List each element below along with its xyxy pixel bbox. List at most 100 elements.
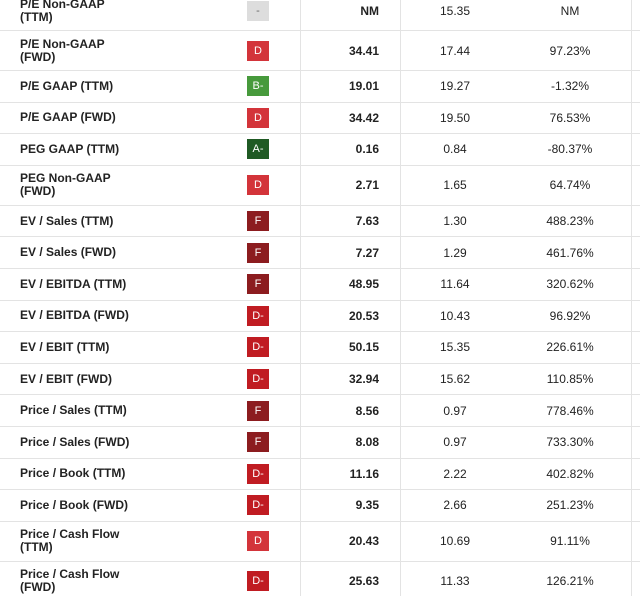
metric-name: Price / Cash Flow (TTM) bbox=[20, 527, 120, 555]
table-row: Price / Book (TTM) D- 11.16 2.22 402.82% bbox=[0, 459, 640, 491]
sector-median: 15.62 bbox=[439, 372, 471, 387]
grade-cell: D bbox=[247, 103, 269, 134]
grade-badge: F bbox=[247, 242, 269, 263]
grade-badge: D- bbox=[247, 369, 269, 390]
grade-badge: D- bbox=[247, 305, 269, 326]
sector-median: 19.50 bbox=[439, 110, 471, 125]
percent-difference: 251.23% bbox=[546, 498, 594, 513]
grade-cell: F bbox=[247, 269, 269, 300]
percent-difference: 91.11% bbox=[550, 534, 590, 549]
grade-badge: D- bbox=[247, 463, 269, 484]
grade-badge: D bbox=[247, 107, 269, 128]
percent-difference: -80.37% bbox=[547, 142, 593, 157]
metric-value: NM bbox=[360, 3, 379, 18]
percent-difference: 64.74% bbox=[549, 178, 591, 193]
metric-value: 34.41 bbox=[348, 43, 379, 58]
grade-cell: F bbox=[247, 237, 269, 268]
grade-badge: F bbox=[247, 432, 269, 453]
table-row: Price / Sales (FWD) F 8.08 0.97 733.30% bbox=[0, 427, 640, 459]
grade-cell: F bbox=[247, 427, 269, 458]
percent-difference: 76.53% bbox=[549, 110, 591, 125]
column-divider bbox=[300, 0, 301, 596]
grade-badge: D bbox=[247, 531, 269, 552]
grade-badge: D- bbox=[247, 571, 269, 592]
metric-value: 50.15 bbox=[348, 340, 379, 355]
metric-value: 2.71 bbox=[355, 178, 379, 193]
grade-badge: D bbox=[247, 175, 269, 196]
sector-median: 0.84 bbox=[443, 142, 467, 157]
percent-difference: 733.30% bbox=[546, 435, 594, 450]
sector-median: 11.33 bbox=[440, 574, 470, 589]
metric-value: 9.35 bbox=[355, 498, 379, 513]
percent-difference: 96.92% bbox=[549, 308, 591, 323]
metric-name: EV / EBITDA (TTM) bbox=[20, 276, 127, 291]
grade-cell: D- bbox=[247, 332, 269, 363]
metric-name: P/E Non-GAAP (FWD) bbox=[20, 36, 105, 64]
sector-median: 0.97 bbox=[443, 403, 467, 418]
grade-cell: F bbox=[247, 395, 269, 426]
metric-name: PEG Non-GAAP (FWD) bbox=[20, 171, 111, 199]
metric-value: 20.53 bbox=[348, 308, 379, 323]
metric-value: 32.94 bbox=[348, 372, 379, 387]
grade-cell: A- bbox=[247, 134, 269, 165]
metric-value: 8.08 bbox=[355, 435, 379, 450]
metric-value: 7.27 bbox=[355, 245, 379, 260]
metric-name: P/E Non-GAAP (TTM) bbox=[20, 0, 105, 24]
metric-name: P/E GAAP (TTM) bbox=[20, 78, 114, 93]
grade-badge: D- bbox=[247, 495, 269, 516]
metric-name: Price / Book (FWD) bbox=[20, 497, 129, 512]
sector-median: 0.97 bbox=[443, 435, 467, 450]
table-row: Price / Cash Flow (FWD) D- 25.63 11.33 126.2… bbox=[0, 562, 640, 596]
metric-name: EV / EBIT (TTM) bbox=[20, 339, 110, 354]
sector-median: 1.30 bbox=[443, 214, 467, 229]
table-row: EV / Sales (FWD) F 7.27 1.29 461.76% bbox=[0, 237, 640, 269]
metric-value: 25.63 bbox=[348, 574, 379, 589]
percent-difference: 97.23% bbox=[549, 43, 591, 58]
grade-badge: F bbox=[247, 400, 269, 421]
table-row: EV / EBITDA (FWD) D- 20.53 10.43 96.92% bbox=[0, 301, 640, 333]
table-row: Price / Cash Flow (TTM) D 20.43 10.69 91.11% bbox=[0, 522, 640, 562]
percent-difference: 320.62% bbox=[546, 277, 594, 292]
table-row: P/E GAAP (TTM) B- 19.01 19.27 -1.32% bbox=[0, 71, 640, 103]
table-row: P/E GAAP (FWD) D 34.42 19.50 76.53% bbox=[0, 103, 640, 135]
sector-median: 17.44 bbox=[439, 43, 471, 58]
metric-name: EV / EBITDA (FWD) bbox=[20, 308, 129, 323]
percent-difference: 126.21% bbox=[546, 574, 594, 589]
grade-cell: D bbox=[247, 31, 269, 70]
grade-cell: - bbox=[247, 0, 269, 30]
table-row: P/E Non-GAAP (TTM) - NM 15.35 NM bbox=[0, 0, 640, 31]
percent-difference: -1.32% bbox=[550, 79, 590, 94]
sector-median: 19.27 bbox=[439, 79, 471, 94]
percent-difference: 488.23% bbox=[546, 214, 594, 229]
metric-value: 11.16 bbox=[349, 466, 379, 481]
metric-value: 20.43 bbox=[348, 534, 379, 549]
grade-cell: D- bbox=[247, 490, 269, 521]
metric-name: PEG GAAP (TTM) bbox=[20, 141, 120, 156]
grade-badge: D bbox=[247, 40, 269, 61]
grade-badge: A- bbox=[247, 139, 269, 160]
grade-cell: F bbox=[247, 206, 269, 237]
grade-badge: F bbox=[247, 274, 269, 295]
table-row: EV / Sales (TTM) F 7.63 1.30 488.23% bbox=[0, 206, 640, 238]
column-divider bbox=[631, 0, 632, 596]
grade-badge: - bbox=[247, 0, 269, 21]
grade-cell: D bbox=[247, 166, 269, 205]
metric-name: EV / Sales (FWD) bbox=[20, 245, 117, 260]
table-row: EV / EBIT (TTM) D- 50.15 15.35 226.61% bbox=[0, 332, 640, 364]
metric-name: EV / Sales (TTM) bbox=[20, 213, 114, 228]
metric-name: P/E GAAP (FWD) bbox=[20, 110, 116, 125]
grade-cell: D- bbox=[247, 301, 269, 332]
metric-name: EV / EBIT (FWD) bbox=[20, 371, 112, 386]
grade-badge: D- bbox=[247, 337, 269, 358]
percent-difference: 778.46% bbox=[546, 403, 594, 418]
metric-value: 8.56 bbox=[355, 403, 379, 418]
grade-badge: B- bbox=[247, 76, 269, 97]
grade-cell: B- bbox=[247, 71, 269, 102]
percent-difference: 402.82% bbox=[546, 466, 594, 481]
metric-value: 34.42 bbox=[348, 110, 379, 125]
table-row: PEG Non-GAAP (FWD) D 2.71 1.65 64.74% bbox=[0, 166, 640, 206]
metric-name: Price / Sales (TTM) bbox=[20, 403, 127, 418]
metric-name: Price / Book (TTM) bbox=[20, 466, 126, 481]
